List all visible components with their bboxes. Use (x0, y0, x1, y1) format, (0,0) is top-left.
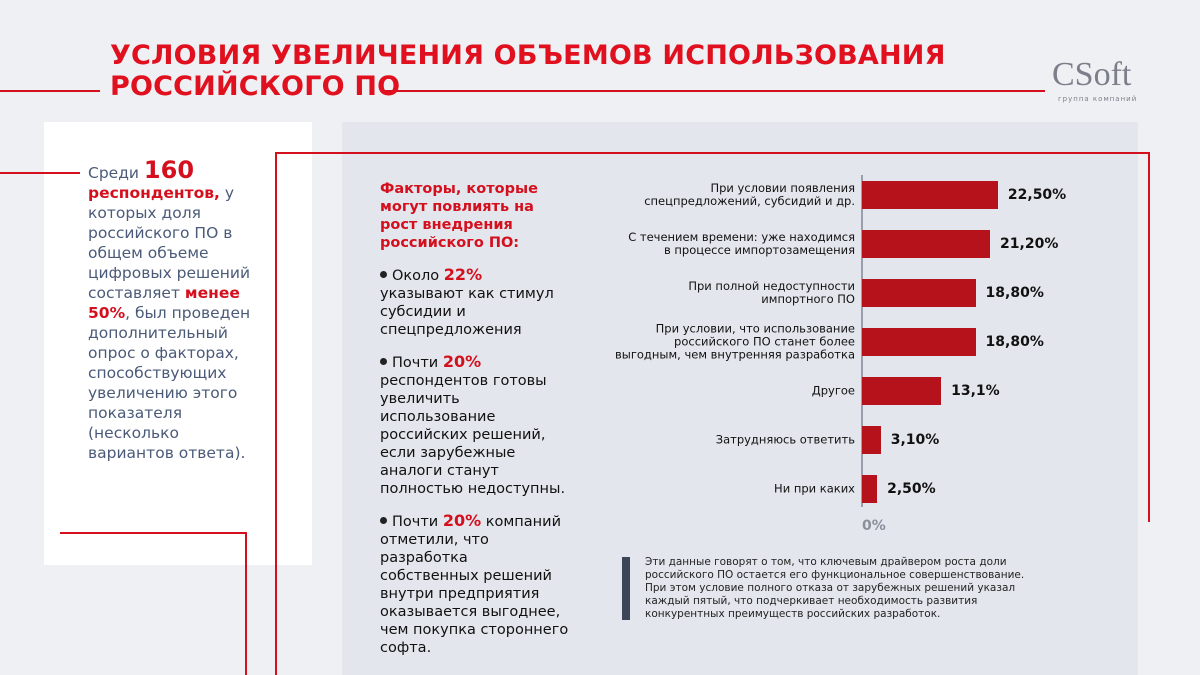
x-tick-label: 0% (862, 518, 886, 534)
red-line (385, 90, 1045, 92)
category-label: При условии, что использование российско… (614, 321, 855, 362)
text-segment: респондентов, (88, 184, 220, 202)
text-segment: 20% (442, 352, 482, 371)
bullet: Почти 20% компаний отметили, что разрабо… (380, 512, 570, 657)
bar (862, 328, 976, 356)
intro-text: Среди 160 респондентов, у которых доля р… (88, 158, 258, 463)
content-panel (342, 122, 1138, 675)
red-line (0, 90, 100, 92)
red-line (275, 152, 277, 675)
text-segment: Около (392, 268, 444, 284)
category-label: При условии появления спецпредложений, с… (644, 181, 855, 208)
red-line (1148, 152, 1150, 522)
value-label: 21,20% (1000, 236, 1059, 252)
title: УСЛОВИЯ УВЕЛИЧЕНИЯ ОБЪЕМОВ ИСПОЛЬЗОВАНИЯ… (110, 40, 946, 102)
bullet-list: Около 22% указывают как стимул субсидии … (380, 266, 570, 657)
value-label: 2,50% (887, 481, 936, 497)
text-segment: 160 (143, 156, 195, 184)
value-label: 22,50% (1007, 187, 1067, 203)
factors: Факторы, которые могут повлиять на рост … (380, 180, 570, 671)
bullet-dot (380, 358, 387, 365)
red-line (60, 532, 247, 534)
text-segment: Среди (88, 164, 144, 182)
bar (862, 475, 878, 503)
value-label: 3,10% (890, 432, 940, 448)
factors-heading: Факторы, которые могут повлиять на рост … (380, 181, 538, 251)
bullet: Около 22% указывают как стимул субсидии … (380, 266, 570, 339)
note-accent (622, 557, 630, 620)
text-segment: указывают как стимул субсидии и спецпред… (380, 286, 554, 338)
category-label: Затрудняюсь ответить (715, 432, 855, 447)
text-segment: Почти (392, 355, 443, 371)
bullet-dot (380, 271, 387, 278)
value-label: 13,1% (951, 383, 1000, 399)
bullet: Почти 20% респондентов готовы увеличить … (380, 353, 570, 498)
logo: CSoft (1052, 56, 1132, 93)
value-label: 18,80% (985, 334, 1044, 350)
red-line (0, 172, 80, 174)
text-segment: 22% (443, 265, 483, 284)
title-line: УСЛОВИЯ УВЕЛИЧЕНИЯ ОБЪЕМОВ ИСПОЛЬЗОВАНИЯ (110, 40, 946, 71)
text-segment: компаний отметили, что разработка собств… (380, 514, 569, 656)
bar (862, 377, 942, 405)
bar (862, 230, 991, 258)
intro-card (44, 122, 312, 565)
bullet-dot (380, 517, 387, 524)
red-line (245, 532, 247, 675)
category-label: Другое (811, 383, 855, 398)
text-segment: у которых доля российского ПО в общем об… (88, 184, 251, 302)
red-line (275, 152, 1150, 154)
note: Эти данные говорят о том, что ключевым д… (645, 556, 1025, 620)
text-segment: респондентов готовы увеличить использова… (380, 373, 566, 497)
text-segment: менее 50% (88, 284, 240, 322)
title-line: РОССИЙСКОГО ПО (110, 71, 401, 102)
value-label: 18,80% (985, 285, 1044, 301)
category-label: Ни при каких (774, 481, 855, 496)
category-label: При полной недоступности импортного ПО (688, 279, 855, 306)
text-segment: 20% (442, 511, 482, 530)
bar (862, 426, 881, 454)
text-segment: , был проведен дополнительный опрос о фа… (88, 304, 251, 462)
bar (862, 279, 976, 307)
category-label: С течением времени: уже находимся в проц… (628, 230, 855, 257)
logo-subtitle: группа компаний (1058, 95, 1138, 103)
bar (862, 181, 998, 209)
text-segment: Почти (392, 514, 443, 530)
